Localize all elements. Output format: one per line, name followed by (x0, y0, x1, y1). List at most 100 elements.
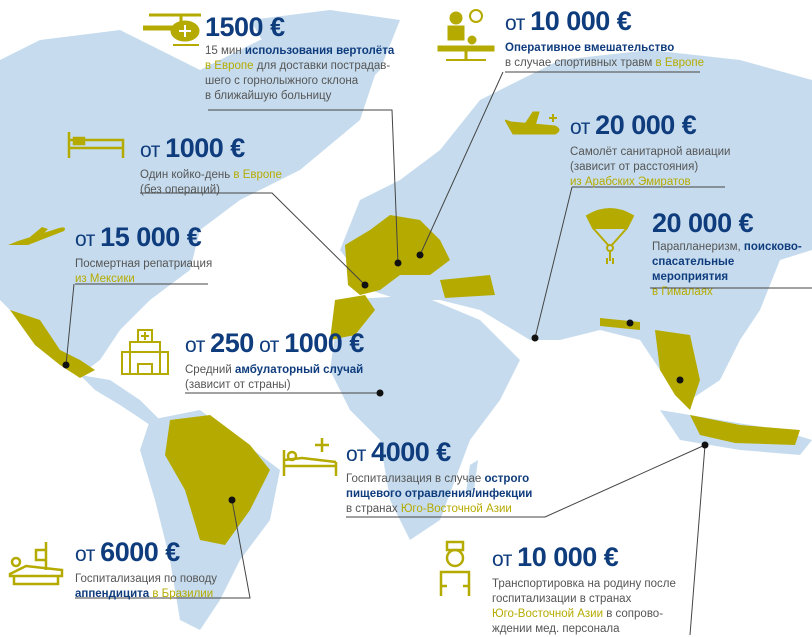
description-line: Посмертная репатриация (75, 257, 275, 272)
description-line: из Мексики (75, 272, 275, 287)
description-line: в ближайшую больницу (205, 89, 415, 104)
description-line: ждении мед. персонала (492, 622, 702, 637)
price: от 1000 € (140, 133, 340, 166)
highlight-text: острого (484, 473, 530, 485)
description-line: 15 мин использования вертолёта (205, 44, 415, 59)
price-prefix: от (75, 543, 101, 566)
description-line: шего с горнолыжного склона (205, 74, 415, 89)
location-text: Юго-Восточной Азии (400, 503, 512, 515)
description-line: Транспортировка на родину после (492, 577, 702, 592)
highlight-text: пищевого отравления/инфекции (346, 488, 533, 500)
item-repatriation: от 15 000 € Посмертная репатриация из Мекс… (75, 222, 275, 287)
madagascar (466, 460, 478, 492)
description: Посмертная репатриация из Мексики (75, 257, 275, 287)
region-indonesia (690, 415, 800, 445)
price-value: 10 000 € (517, 542, 619, 572)
leader-lines (65, 71, 812, 635)
price: 1500 € (205, 12, 415, 42)
item-transport-home: от 10 000 € Транспортировка на родину пос… (492, 542, 702, 637)
location-text: в Европе (655, 57, 705, 69)
central-america (80, 375, 160, 425)
description-text: (без операций) (140, 184, 220, 196)
description-text: в сопрово- (603, 608, 664, 620)
description-line: в Европе для доставки пострадав- (205, 59, 415, 74)
price-value: 1000 € (284, 328, 364, 358)
description-text: Госпитализация в случае (346, 473, 485, 485)
description-text: ждении мед. персонала (492, 623, 620, 635)
price: 20 000 € (652, 208, 812, 238)
description-line: из Арабских Эмиратов (570, 175, 770, 190)
description-text: Посмертная репатриация (75, 258, 213, 270)
description-line: в странах Юго-Восточной Азии (346, 502, 556, 517)
description: Оперативное вмешательство в случае спорти… (505, 41, 715, 71)
description-line: Самолёт санитарной авиации (570, 145, 770, 160)
highlight-text: Оперативное вмешательство (505, 42, 675, 54)
price-prefix: от (570, 116, 596, 139)
surgery-icon (437, 9, 495, 61)
description: Госпитализация по поводу аппендицита в Бр… (75, 572, 275, 602)
price-value: 1000 € (165, 133, 245, 163)
description-text: в ближайшую больницу (205, 90, 332, 102)
description-text: Госпитализация по поводу (75, 573, 218, 585)
location-text: Юго-Восточной Азии (492, 608, 604, 620)
location-text: из Арабских Эмиратов (570, 176, 691, 188)
price-prefix: от (253, 334, 285, 357)
highlight-text: аппендицита (75, 588, 150, 600)
description-line: (без операций) (140, 183, 340, 198)
location-text: в Европе (205, 60, 254, 72)
description-line: спасательные мероприятия (652, 255, 812, 285)
description-text: Средний (185, 364, 235, 376)
highlight-text: амбулаторный случай (234, 364, 364, 376)
highlight-text: поисково- (743, 241, 802, 253)
price: от 10 000 € (505, 6, 715, 39)
price-value: 15 000 € (100, 222, 202, 252)
price-value: 20 000 € (595, 110, 697, 140)
price-prefix: от (346, 443, 372, 466)
description-text: Транспортировка на родину после (492, 578, 676, 590)
description-text: Парапланеризм, (652, 241, 744, 253)
region-mexico (10, 310, 95, 378)
description-line: (зависит от страны) (185, 378, 425, 393)
description: Самолёт санитарной авиации (зависит от ра… (570, 145, 770, 190)
region-southeast-asia (655, 330, 700, 410)
europe-asia (340, 50, 812, 400)
description-line: Юго-Восточной Азии в сопрово- (492, 607, 702, 622)
price: от 250 от 1000 € (185, 328, 425, 361)
price-value: 4000 € (371, 437, 451, 467)
description-text: для доставки пострадав- (253, 60, 391, 72)
price-value: 250 (210, 328, 254, 358)
location-text: в Бразилии (149, 588, 214, 600)
price-prefix: от (185, 334, 211, 357)
description-text: госпитализации в странах (492, 593, 632, 605)
north-america (0, 30, 380, 375)
price-value: 10 000 € (530, 6, 632, 36)
airplane-icon (8, 227, 65, 245)
highlight-text: спасательные мероприятия (652, 256, 735, 283)
price-prefix: от (492, 548, 518, 571)
item-hospital-bed-day: от 1000 € Один койко-день в Европе (без оп… (140, 133, 340, 198)
description-line: Госпитализация по поводу (75, 572, 275, 587)
location-text: из Мексики (75, 273, 135, 285)
price: от 20 000 € (570, 110, 770, 143)
description: 15 мин использования вертолёта в Европе д… (205, 44, 415, 104)
price-value: 6000 € (100, 537, 180, 567)
price-prefix: от (75, 228, 101, 251)
price: от 4000 € (346, 437, 556, 470)
description: Госпитализация в случае острого пищевого … (346, 472, 556, 517)
description: Один койко-день в Европе (без операций) (140, 168, 340, 198)
ambulance-plane-icon (505, 111, 560, 135)
hospital-building-icon (121, 329, 169, 375)
helicopter-icon (143, 13, 201, 46)
description-line: Оперативное вмешательство (505, 41, 715, 56)
greenland (250, 10, 400, 110)
price-prefix: от (505, 12, 531, 35)
description-text: 15 мин (205, 45, 245, 57)
description-line: госпитализации в странах (492, 592, 702, 607)
price: от 15 000 € (75, 222, 275, 255)
description-line: пищевого отравления/инфекции (346, 487, 556, 502)
description-line: Средний амбулаторный случай (185, 363, 425, 378)
description-line: Парапланеризм, поисково- (652, 240, 812, 255)
description-text: (зависит от расстояния) (570, 161, 699, 173)
region-turkey (440, 275, 495, 298)
